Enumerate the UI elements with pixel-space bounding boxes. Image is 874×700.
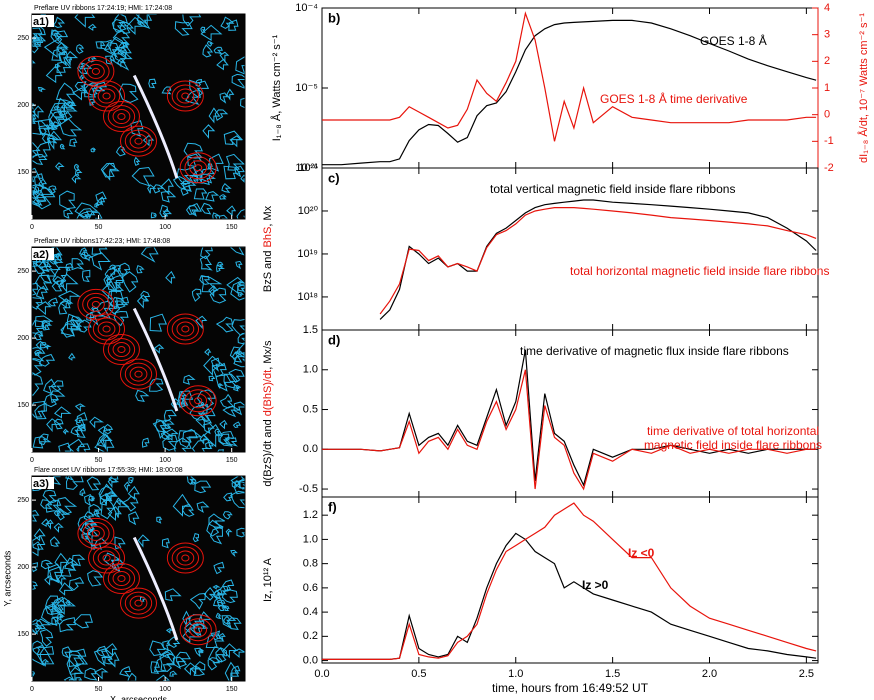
x-axis-label: X, arcseconds xyxy=(110,694,168,700)
y2-tick-label: -2 xyxy=(824,162,834,174)
cyan-contour xyxy=(216,613,220,618)
series-line xyxy=(380,208,816,314)
series-annotation: GOES 1-8 Å xyxy=(700,34,767,48)
series-annotation: GOES 1-8 Å time derivative xyxy=(600,92,747,106)
x-axis-label: time, hours from 16:49:52 UT xyxy=(492,681,649,695)
y-tick-label: 150 xyxy=(17,631,29,638)
x-tick-label: 1.0 xyxy=(508,668,523,680)
y-tick-label: 10²¹ xyxy=(298,162,318,174)
x-tick-label: 2.0 xyxy=(702,668,717,680)
label-part: , Mx/s xyxy=(262,340,274,370)
series-line xyxy=(380,200,816,319)
y-tick-label: 0.6 xyxy=(303,582,318,594)
y-tick-label: 0.0 xyxy=(303,443,318,455)
y2-tick-label: -1 xyxy=(824,135,834,147)
y-tick-label: 250 xyxy=(17,268,29,275)
label-part: , Mx xyxy=(262,205,274,226)
x-tick-label: 100 xyxy=(159,457,171,464)
y2-tick-label: 3 xyxy=(824,29,830,41)
y-tick-label: 250 xyxy=(17,35,29,42)
label-part: d(BzS)/dt and xyxy=(262,416,274,486)
y-tick-label: 200 xyxy=(17,564,29,571)
y-tick-label: 150 xyxy=(17,402,29,409)
series-annotation: total horizontal magnetic field inside f… xyxy=(570,264,829,278)
y-tick-label: 0.2 xyxy=(303,630,318,642)
label-part: BhS xyxy=(262,227,274,248)
y-tick-label: 1.5 xyxy=(303,324,318,336)
x-tick-label: 150 xyxy=(226,224,238,231)
y-tick-label: 1.0 xyxy=(303,533,318,545)
panel-label: d) xyxy=(328,332,340,347)
y2-tick-label: 1 xyxy=(824,82,830,94)
y-axis-label: BzS and BhS, Mx xyxy=(262,205,274,292)
x-tick-label: 0.0 xyxy=(314,668,329,680)
x-tick-label: 50 xyxy=(95,224,103,231)
x-tick-label: 100 xyxy=(159,224,171,231)
label-part: Iz, 10¹² A xyxy=(262,557,274,602)
y2-tick-label: 0 xyxy=(824,109,830,121)
cyan-contour xyxy=(238,293,243,297)
label-part: I₁₋₈ Å, Watts cm⁻² s⁻¹ xyxy=(270,34,283,141)
panel-label: c) xyxy=(328,170,340,185)
y-tick-label: 0.5 xyxy=(303,403,318,415)
plot-frame xyxy=(322,8,818,168)
panel-label: b) xyxy=(328,10,340,25)
image-title: Preflare UV ribbons 17:24:19; HMI: 17:24… xyxy=(34,5,172,12)
panel-label: a1) xyxy=(33,16,49,28)
y-tick-label: 10¹⁹ xyxy=(297,248,318,260)
y-tick-label: 200 xyxy=(17,102,29,109)
x-tick-label: 150 xyxy=(226,686,238,693)
y-tick-label: 0.8 xyxy=(303,558,318,570)
page: Preflare UV ribbons 17:24:19; HMI: 17:24… xyxy=(0,0,874,700)
y-axis-label: d(BzS)/dt and d(BhS)/dt, Mx/s xyxy=(262,340,274,487)
x-tick-label: 1.5 xyxy=(605,668,620,680)
y-tick-label: 0.0 xyxy=(303,654,318,666)
y-tick-label: 1.0 xyxy=(303,364,318,376)
series-line xyxy=(322,503,816,659)
panel-label: a2) xyxy=(33,249,49,261)
series-annotation: Iz >0 xyxy=(582,578,608,592)
y-axis-label: Iz, 10¹² A xyxy=(262,557,274,602)
series-annotation: time derivative of magnetic flux inside … xyxy=(520,344,789,358)
series-annotation: time derivative of total horizontal magn… xyxy=(628,424,838,452)
y-tick-label: 200 xyxy=(17,335,29,342)
y-tick-label: 0.4 xyxy=(303,606,318,618)
y-tick-label: -0.5 xyxy=(299,483,318,495)
y-tick-label: 1.2 xyxy=(303,509,318,521)
y2-tick-label: 4 xyxy=(824,2,830,14)
image-title: Flare onset UV ribbons 17:55:39; HMI: 18… xyxy=(34,467,183,474)
series-annotation: total vertical magnetic field inside fla… xyxy=(490,182,735,196)
x-tick-label: 50 xyxy=(95,686,103,693)
label-part: d(BhS)/dt xyxy=(262,370,274,416)
label-part: dI₁₋₈ Å/dt, 10⁻⁷ Watts cm⁻² s⁻¹ xyxy=(857,13,870,163)
series-line xyxy=(322,350,816,485)
x-tick-label: 0 xyxy=(30,457,34,464)
x-tick-label: 2.5 xyxy=(799,668,814,680)
y-tick-label: 150 xyxy=(17,169,29,176)
x-tick-label: 0 xyxy=(30,686,34,693)
y2-tick-label: 2 xyxy=(824,55,830,67)
image-title: Preflare UV ribbons17:42:23; HMI: 17:48:… xyxy=(34,238,170,245)
x-tick-label: 0 xyxy=(30,224,34,231)
series-line xyxy=(322,533,816,659)
y-tick-label: 10²⁰ xyxy=(298,205,319,217)
panel-label: f) xyxy=(328,499,337,514)
y-axis-label: Y, arcseconds xyxy=(2,550,12,606)
x-tick-label: 100 xyxy=(159,686,171,693)
y-axis-label: I₁₋₈ Å, Watts cm⁻² s⁻¹ xyxy=(270,34,283,141)
y-tick-label: 10⁻⁵ xyxy=(295,82,318,94)
y-tick-label: 10⁻⁴ xyxy=(295,2,318,14)
y-tick-label: 10¹⁸ xyxy=(297,291,318,303)
series-annotation: Iz <0 xyxy=(628,546,654,560)
y-tick-label: 250 xyxy=(17,497,29,504)
y2-axis-label: dI₁₋₈ Å/dt, 10⁻⁷ Watts cm⁻² s⁻¹ xyxy=(857,13,870,163)
x-tick-label: 150 xyxy=(226,457,238,464)
x-tick-label: 0.5 xyxy=(411,668,426,680)
x-tick-label: 50 xyxy=(95,457,103,464)
panel-label: a3) xyxy=(33,478,49,490)
label-part: BzS and xyxy=(262,247,274,292)
plot-frame xyxy=(322,497,818,663)
series-line xyxy=(322,13,816,141)
